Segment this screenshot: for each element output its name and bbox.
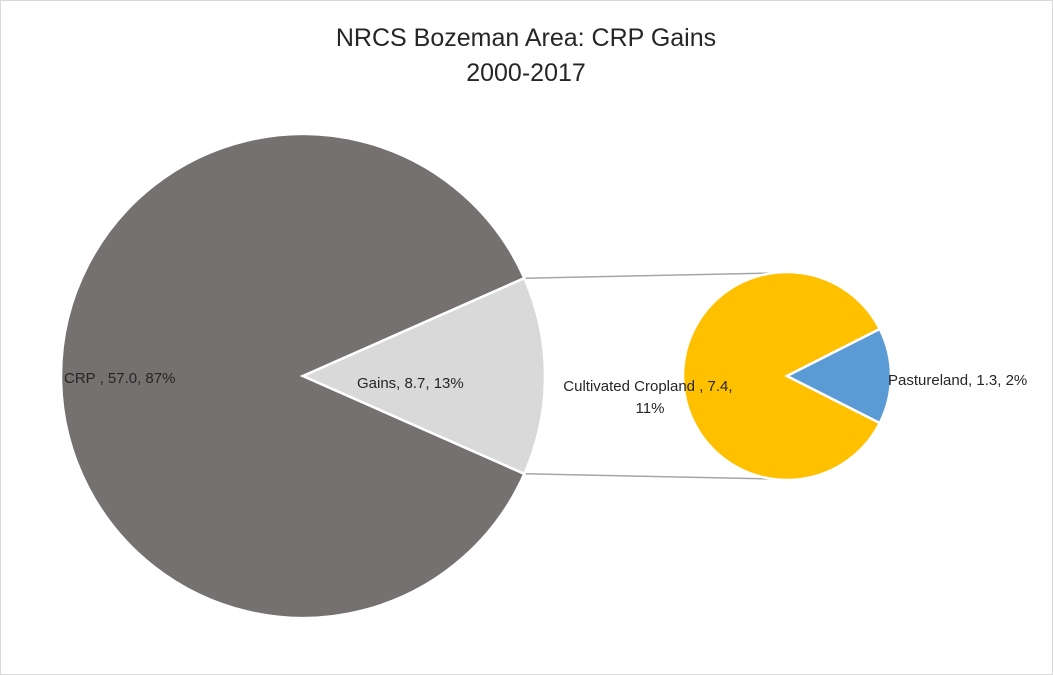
chart-title: NRCS Bozeman Area: CRP Gains [336,24,716,52]
connector-line-top [524,272,776,279]
data-label-crp: CRP , 57.0, 87% [64,370,175,387]
pie-slice-crp [59,132,527,620]
data-label-pastureland: Pastureland, 1.3, 2% [888,372,1027,389]
data-label-gains: Gains, 8.7, 13% [357,375,464,392]
connector-line-bottom [524,473,774,480]
pie-slice-pastureland [784,327,893,425]
data-label-cultivated-cropland: Cultivated Cropland , 7.4, 11% [563,378,736,417]
data-label-cultivated-cropland-line2: 11% [636,400,665,417]
chart-subtitle: 2000-2017 [466,59,586,87]
data-label-cultivated-cropland-line1: Cultivated Cropland , 7.4, [563,378,732,395]
pie-slice-cultivated-cropland [681,270,882,482]
pie-slice-gains [299,276,547,476]
